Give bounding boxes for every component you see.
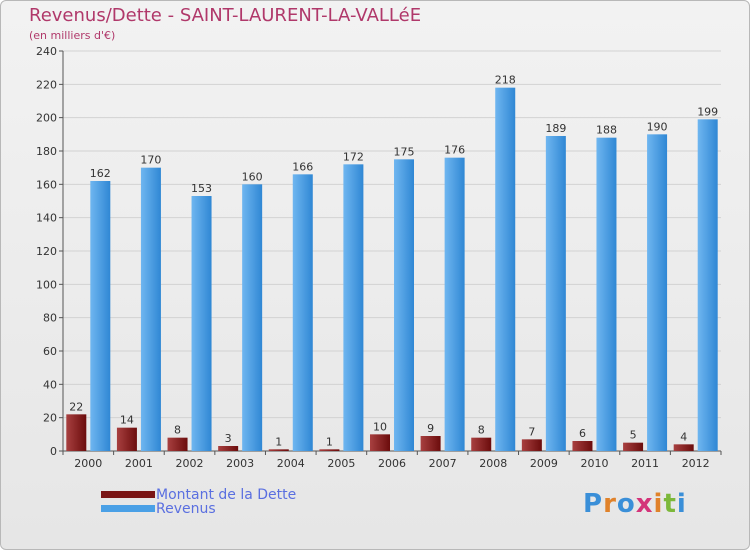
x-tick-label: 2011 (631, 457, 659, 470)
data-label-revenus: 176 (444, 144, 465, 157)
data-label-revenus: 175 (394, 145, 415, 158)
bar-revenus (191, 196, 212, 451)
data-label-dette: 10 (373, 420, 387, 433)
data-label-revenus: 170 (140, 154, 161, 167)
x-tick-label: 2003 (226, 457, 254, 470)
data-label-dette: 14 (120, 414, 134, 427)
y-tick-label: 100 (36, 278, 57, 291)
x-tick-label: 2007 (429, 457, 457, 470)
x-tick-label: 2012 (682, 457, 710, 470)
y-tick-label: 60 (43, 345, 57, 358)
data-label-dette: 4 (680, 430, 687, 443)
y-tick-label: 80 (43, 312, 57, 325)
data-label-dette: 22 (69, 400, 83, 413)
logo-letter: o (616, 489, 636, 519)
y-tick-label: 240 (36, 45, 57, 58)
bar-revenus (596, 137, 617, 451)
data-label-dette: 3 (225, 432, 232, 445)
x-tick-label: 2001 (125, 457, 153, 470)
bar-dette (268, 449, 289, 451)
x-tick-label: 2006 (378, 457, 406, 470)
x-tick-label: 2004 (277, 457, 305, 470)
logo-letter: t (663, 489, 677, 519)
bar-revenus (545, 136, 566, 451)
bar-revenus (394, 159, 414, 452)
y-tick-label: 0 (50, 445, 57, 458)
data-label-revenus: 172 (343, 150, 364, 163)
bar-revenus (343, 164, 364, 452)
bar-dette (116, 427, 137, 451)
bar-dette (572, 441, 593, 451)
data-label-revenus: 189 (545, 122, 566, 135)
logo-letter: r (603, 489, 617, 519)
data-label-dette: 5 (630, 429, 637, 442)
data-label-revenus: 162 (90, 167, 111, 180)
data-label-revenus: 199 (697, 105, 718, 118)
proxiti-logo: Proxiti (583, 489, 687, 519)
data-label-revenus: 190 (647, 120, 668, 133)
bar-dette (673, 444, 694, 451)
y-tick-label: 20 (43, 412, 57, 425)
chart-subtitle: (en milliers d'€) (29, 29, 116, 42)
bar-dette (471, 437, 492, 451)
bar-revenus (647, 134, 668, 452)
x-tick-label: 2002 (176, 457, 204, 470)
x-tick-label: 2000 (74, 457, 102, 470)
bar-dette (370, 434, 390, 451)
x-tick-label: 2005 (327, 457, 355, 470)
bar-dette (420, 436, 441, 451)
data-label-dette: 1 (275, 435, 282, 448)
logo-letter: i (676, 489, 687, 519)
data-label-dette: 9 (427, 422, 434, 435)
y-tick-label: 160 (36, 178, 57, 191)
y-tick-label: 200 (36, 112, 57, 125)
legend-swatch-dette (101, 491, 155, 498)
bar-revenus (90, 181, 111, 451)
data-label-dette: 7 (528, 425, 535, 438)
x-tick-label: 2008 (479, 457, 507, 470)
logo-letter: x (635, 489, 654, 519)
data-label-dette: 8 (478, 424, 485, 437)
data-label-revenus: 188 (596, 124, 617, 137)
legend-label-dette: Montant de la Dette (156, 487, 297, 503)
data-label-revenus: 153 (191, 182, 212, 195)
logo-letter: P (583, 489, 604, 519)
legend-swatch-revenus (101, 505, 155, 512)
bar-revenus (140, 167, 161, 451)
x-tick-label: 2009 (530, 457, 558, 470)
bar-revenus (697, 119, 718, 451)
bar-revenus (444, 157, 465, 451)
data-label-dette: 8 (174, 424, 181, 437)
data-label-revenus: 218 (495, 74, 516, 87)
y-tick-label: 40 (43, 378, 57, 391)
data-label-revenus: 160 (242, 170, 263, 183)
data-label-dette: 1 (326, 435, 333, 448)
bar-revenus (292, 174, 313, 452)
bar-dette (623, 442, 644, 451)
legend-label-revenus: Revenus (156, 501, 216, 517)
chart-title: Revenus/Dette - SAINT-LAURENT-LA-VALLéE (29, 5, 422, 26)
y-tick-label: 180 (36, 145, 57, 158)
bar-dette (167, 437, 188, 451)
bar-revenus (242, 184, 263, 452)
bar-dette (319, 449, 340, 451)
bar-dette (521, 439, 542, 451)
data-label-dette: 6 (579, 427, 586, 440)
data-label-revenus: 166 (292, 160, 313, 173)
bar-dette (218, 446, 239, 451)
bar-revenus (495, 87, 516, 452)
bar-dette (66, 414, 87, 451)
y-tick-label: 120 (36, 245, 57, 258)
x-tick-label: 2010 (580, 457, 608, 470)
y-tick-label: 140 (36, 212, 57, 225)
y-tick-label: 220 (36, 78, 57, 91)
logo-letter: i (653, 489, 664, 519)
